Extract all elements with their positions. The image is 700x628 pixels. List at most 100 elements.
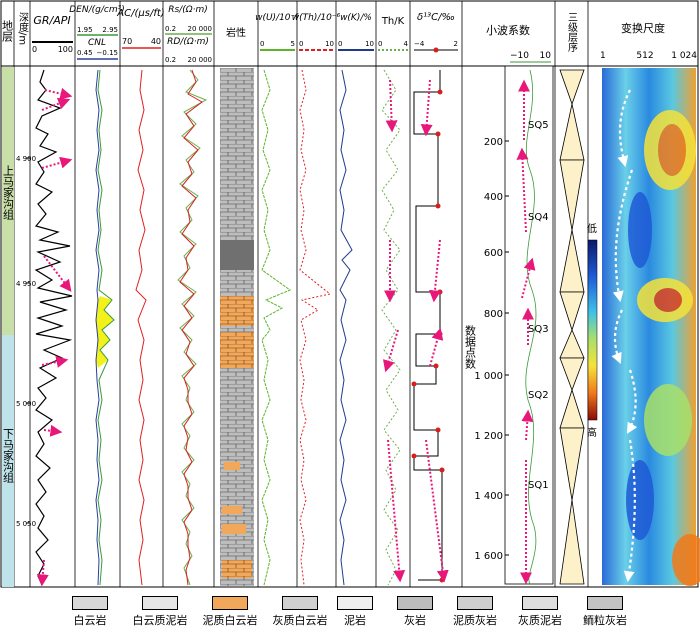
legend-calcareous-mudstone: 灰质泥岩: [505, 596, 575, 628]
header-wth: w(Th)/10⁻⁶: [292, 13, 341, 23]
cnl-curve: [95, 69, 100, 586]
seq-sq3: SQ3: [528, 324, 549, 335]
legend-label-argillaceous-limestone: 泥质灰岩: [453, 614, 497, 627]
sequence-triangles: [559, 69, 585, 585]
seq-sq2: SQ2: [528, 390, 549, 401]
colorbar-low: 低: [587, 222, 597, 235]
rs-min: 0.2: [165, 25, 176, 33]
pt-1400: 1 400: [474, 491, 503, 502]
header-den: DEN/(g/cm³): [69, 5, 124, 15]
legend-argillaceous-limestone: 泥质灰岩: [440, 596, 510, 628]
wu-min: 0: [260, 40, 264, 48]
pt-400: 400: [484, 192, 503, 203]
gr-min: 0: [32, 45, 37, 54]
header-gr: GR/API: [33, 14, 70, 27]
header-cnl: CNL: [88, 38, 106, 48]
header-layer: 地层: [1, 20, 14, 43]
lithology-dolomite-lens-3: [222, 524, 246, 534]
lithology-dolomite-interval-3: [222, 560, 252, 578]
depth-4950: 4 950: [16, 280, 36, 288]
ac-curve: [135, 69, 147, 586]
formation-lower-label: 下马家沟组: [2, 428, 15, 483]
thk-max: 4: [404, 40, 409, 48]
legend-label-argillaceous-dolomite: 泥质白云岩: [202, 614, 258, 627]
legend-label-calcareous-dolomite: 灰质白云岩: [272, 614, 328, 627]
den-min: 1.95: [77, 26, 93, 34]
wavelet-max: 10: [540, 51, 552, 61]
header-lithology: 岩性: [226, 26, 246, 39]
scale-1: 1: [600, 51, 606, 61]
lithology-dolomite-lens-1: [224, 462, 240, 470]
header-rd: RD/(Ω·m): [167, 37, 209, 47]
seq-sq1: SQ1: [528, 480, 549, 491]
header-depth: 深度/m: [17, 12, 29, 45]
header-wu: w(U)/10⁻⁶: [255, 13, 299, 23]
ac-max: 40: [151, 37, 161, 46]
trend-arrows: [36, 79, 536, 587]
legend-label-calcareous-mudstone: 灰质泥岩: [518, 614, 562, 627]
legend-dolomite: 白云岩: [55, 596, 125, 628]
lithology-limestone-base: [220, 68, 254, 586]
d13c-legend-dot: [433, 47, 439, 53]
header-wavelet: 小波系数: [486, 24, 530, 37]
header-transform: 变换尺度: [621, 21, 665, 35]
pt-200: 200: [484, 137, 503, 148]
wu-max: 5: [291, 40, 295, 48]
wk-min: 0: [338, 40, 342, 48]
pt-1200: 1 200: [474, 431, 503, 442]
lithology-legend: 白云岩 白云质泥岩 泥质白云岩 灰质白云岩 泥岩 灰岩 泥质灰岩 灰质泥岩 鲕粒…: [0, 596, 700, 628]
rd-curve: [179, 69, 203, 586]
legend-argillaceous-dolomite: 泥质白云岩: [195, 596, 265, 628]
lithology-dolomite-interval-1: [220, 296, 254, 326]
den-cnl-fill: [96, 296, 114, 368]
legend-mudstone: 泥岩: [320, 596, 390, 628]
legend-label-oolitic-limestone: 鲕粒灰岩: [583, 614, 627, 627]
thk-curve: [381, 69, 401, 586]
depth-5000: 5 000: [16, 400, 36, 408]
pt-1600: 1 600: [474, 551, 503, 562]
legend-dolomitic-mudstone: 白云质泥岩: [125, 596, 195, 628]
den-max: 2.95: [102, 26, 118, 34]
ac-min: 70: [122, 37, 132, 46]
th-curve: [299, 69, 332, 586]
column-separators: [13, 1, 589, 587]
legend-label-mudstone: 泥岩: [344, 614, 366, 627]
pt-600: 600: [484, 248, 503, 259]
cwt-trend-arrows: [611, 89, 638, 583]
colorbar: [587, 239, 598, 421]
seq-sq5: SQ5: [528, 120, 549, 131]
legend-label-limestone: 灰岩: [404, 614, 426, 627]
wth-max: 10: [325, 40, 334, 48]
formation-lower-band: [2, 335, 14, 587]
colorbar-high: 高: [587, 426, 597, 439]
legend-oolitic-limestone: 鲕粒灰岩: [570, 596, 640, 628]
legend-limestone: 灰岩: [380, 596, 450, 628]
u-curve: [261, 69, 292, 586]
lithology-dark-interval: [220, 240, 254, 270]
thk-min: 0: [378, 40, 382, 48]
gr-max: 100: [58, 45, 73, 54]
header-ac: AC/(μs/ft): [116, 8, 164, 19]
depth-5050: 5 050: [16, 520, 36, 528]
wth-min: 0: [299, 40, 303, 48]
legend-label-dolomitic-mudstone: 白云质泥岩: [132, 614, 188, 627]
header-wk: w(K)/%: [340, 13, 372, 23]
header-d13c: δ¹³C/‰: [417, 12, 455, 23]
gr-curve: [34, 69, 73, 586]
d13c-max: 2: [454, 40, 458, 48]
cnl-max: −0.15: [97, 49, 118, 57]
wk-max: 10: [365, 40, 374, 48]
seq-sq4: SQ4: [528, 212, 549, 223]
lithology-dolomite-interval-2: [220, 332, 254, 368]
wavelet-curve: [525, 69, 537, 585]
depth-ticks: [26, 157, 30, 524]
header-seq3: 三级层序: [566, 12, 578, 53]
well-log-diagram: 地层 深度/m GR/API 0 100 DEN/(g/cm³) 1.95 2.…: [0, 0, 700, 588]
cwt-features: [626, 110, 700, 586]
d13c-curve: [413, 70, 443, 581]
pt-800: 800: [484, 309, 503, 320]
den-curve: [97, 69, 115, 586]
k-curve: [339, 69, 353, 586]
d13c-min: −4: [414, 40, 425, 48]
wavelet-min: −10: [510, 51, 529, 61]
